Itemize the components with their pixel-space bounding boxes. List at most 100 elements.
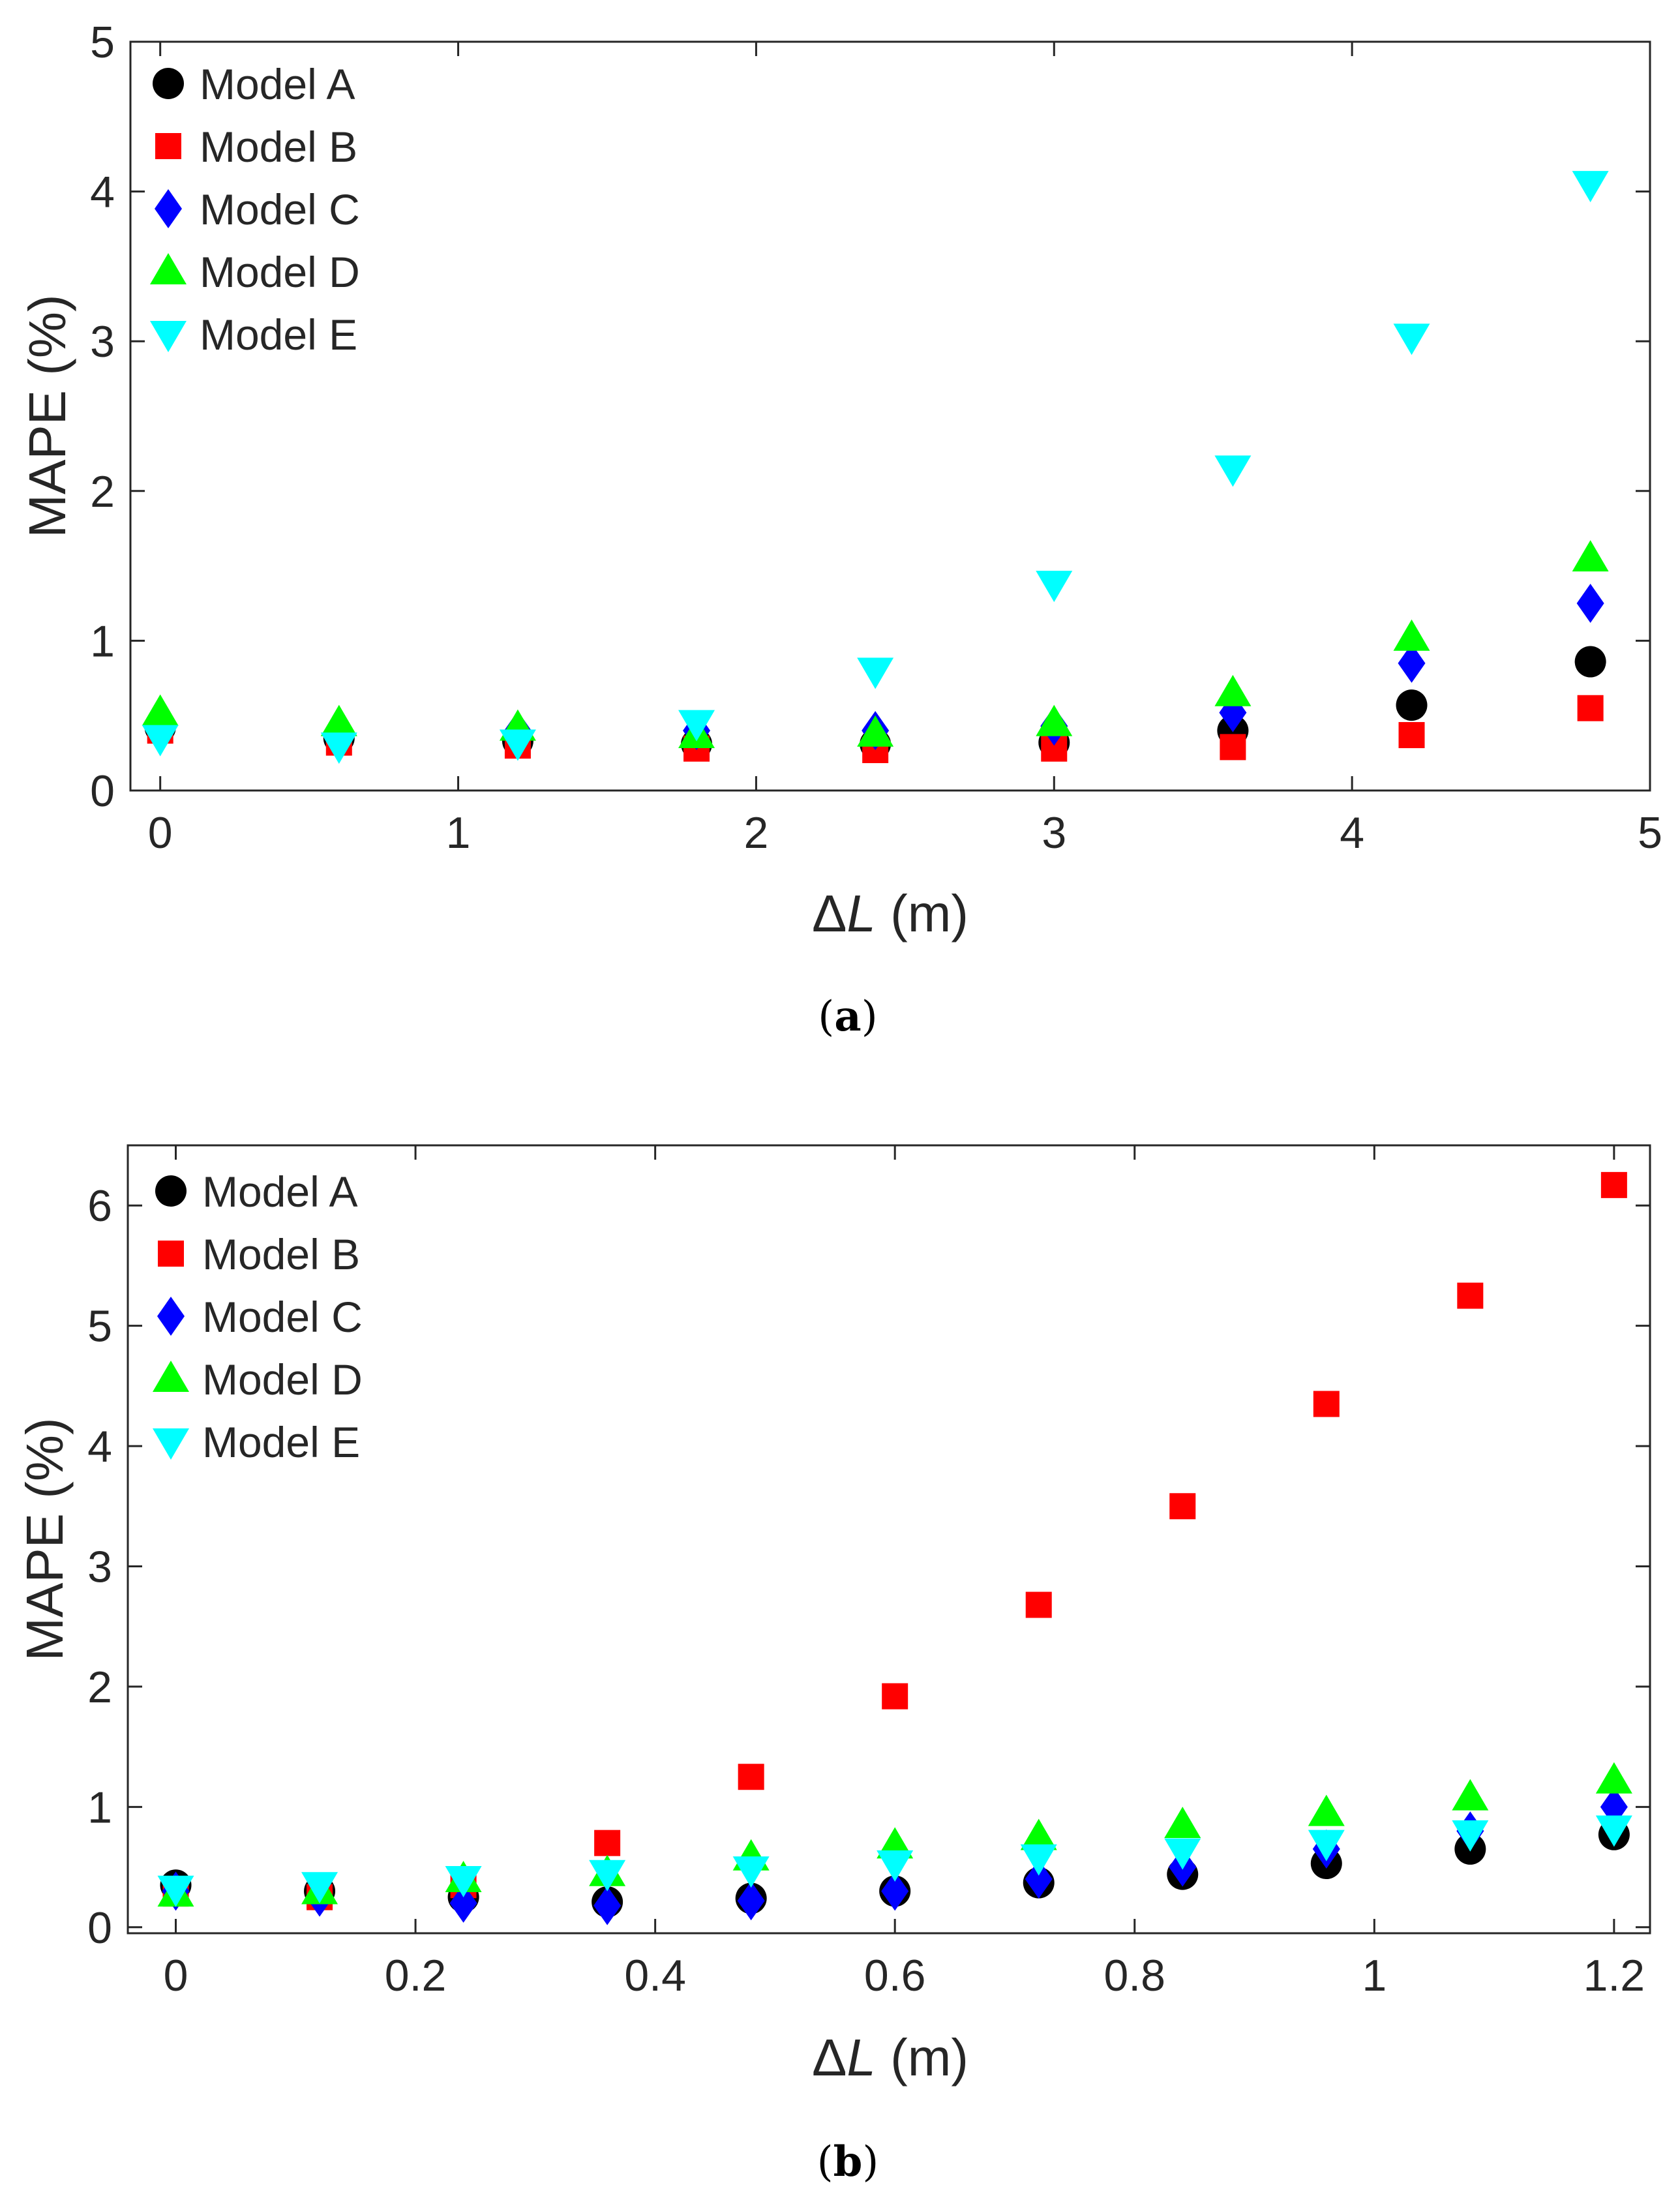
legend-label-model-d: Model D: [202, 1355, 363, 1404]
plot-area-a: [129, 40, 1651, 792]
panel-label-a: (a): [818, 992, 877, 1041]
model-c-point: [1576, 584, 1604, 623]
legend-marker-model-a: [153, 68, 184, 99]
model-b-point: [1025, 1591, 1052, 1618]
x-axis-label-a: ΔL (m): [812, 884, 968, 942]
legend-label-model-b: Model B: [200, 123, 357, 171]
y-tick-label: 3: [87, 1542, 112, 1591]
y-tick-label: 4: [90, 168, 115, 217]
x-tick-label: 5: [1638, 808, 1662, 858]
model-d-point: [1595, 1762, 1632, 1794]
y-tick-label: 2: [87, 1663, 112, 1712]
model-d-point: [1572, 540, 1609, 572]
y-tick-label: 0: [90, 766, 115, 816]
x-tick-label: 0.2: [385, 1951, 447, 2000]
model-e-point: [1020, 1844, 1057, 1876]
x-tick-label: 0: [148, 808, 173, 858]
model-b-point: [882, 1683, 908, 1710]
model-e-point: [320, 732, 357, 764]
plot-area-b: [127, 1144, 1651, 1935]
legend-marker-model-c: [155, 189, 182, 228]
model-d-point: [142, 694, 179, 726]
legend-label-model-e: Model E: [200, 310, 357, 359]
model-c-point: [1398, 643, 1426, 683]
model-d-point: [1214, 674, 1252, 706]
model-d-point: [320, 704, 357, 736]
x-tick-label: 1: [1362, 1951, 1387, 2000]
legend-label-model-a: Model A: [200, 60, 355, 108]
model-b-point: [1220, 734, 1246, 761]
x-tick-label: 0: [164, 1951, 188, 2000]
model-b-point: [1313, 1391, 1340, 1417]
legend-label-model-c: Model C: [200, 185, 360, 234]
model-e-point: [1214, 455, 1252, 487]
model-c-point: [1025, 1860, 1053, 1899]
x-tick-label: 1: [446, 808, 471, 858]
model-a-point: [1574, 646, 1606, 678]
model-e-point: [732, 1856, 770, 1888]
model-e-point: [301, 1872, 338, 1904]
legend-label-model-d: Model D: [200, 248, 360, 296]
model-d-point: [1036, 704, 1073, 736]
model-c-point: [881, 1871, 909, 1911]
model-b-point: [1600, 1171, 1627, 1198]
legend-marker-model-b: [158, 1241, 184, 1267]
model-b-point: [1398, 722, 1425, 749]
model-e-point: [1572, 171, 1609, 203]
panel-b: 0 1 2 3 4 5 6 0 0.2 0.4 0.6 0.8 1 1.2 Model A Model B…: [16, 1144, 1651, 2186]
y-tick-label: 4: [87, 1422, 112, 1471]
y-tick-label: 6: [87, 1181, 112, 1231]
model-c-point: [449, 1883, 477, 1923]
x-tick-label: 0.6: [864, 1951, 926, 2000]
model-e-point: [877, 1850, 914, 1882]
legend-marker-model-e: [153, 1428, 189, 1460]
x-axis-ticks-b: 0 0.2 0.4 0.6 0.8 1 1.2: [164, 1145, 1645, 2000]
legend-label-model-b: Model B: [202, 1230, 360, 1278]
legend-marker-model-b: [155, 133, 181, 159]
model-e-point: [678, 710, 715, 742]
model-b-point: [1169, 1493, 1196, 1520]
y-tick-label: 2: [90, 467, 115, 517]
model-c-point: [593, 1886, 622, 1925]
legend-marker-model-c: [157, 1297, 185, 1336]
x-tick-label: 1.2: [1583, 1951, 1645, 2000]
model-b-point: [594, 1830, 621, 1856]
model-d-point: [1164, 1807, 1201, 1839]
model-e-point: [1452, 1820, 1489, 1852]
model-e-point: [1036, 571, 1073, 603]
x-tick-label: 0.4: [624, 1951, 686, 2000]
y-tick-label: 1: [87, 1783, 112, 1832]
model-e-point: [445, 1866, 482, 1898]
y-tick-label: 5: [87, 1302, 112, 1351]
model-a-point: [1396, 689, 1428, 721]
model-d-point: [857, 715, 894, 747]
model-e-point: [589, 1860, 626, 1891]
model-e-point: [499, 729, 536, 761]
x-tick-label: 0.8: [1103, 1951, 1165, 2000]
legend-marker-model-d: [153, 1361, 189, 1392]
y-tick-label: 3: [90, 317, 115, 367]
y-tick-label: 5: [90, 18, 115, 67]
y-axis-ticks-b: 0 1 2 3 4 5 6: [87, 1181, 1650, 1953]
data-points-a: [142, 171, 1609, 764]
legend-label-model-c: Model C: [202, 1293, 363, 1341]
legend-marker-model-a: [155, 1175, 187, 1207]
x-tick-label: 4: [1340, 808, 1364, 858]
y-tick-label: 0: [87, 1903, 112, 1953]
x-tick-label: 3: [1042, 808, 1066, 858]
model-e-point: [857, 657, 894, 689]
model-b-point: [738, 1764, 764, 1790]
y-tick-label: 1: [90, 616, 115, 666]
model-b-point: [1457, 1282, 1484, 1309]
x-axis-label-b: ΔL (m): [812, 2028, 968, 2087]
model-c-point: [737, 1881, 765, 1921]
legend-marker-model-e: [150, 321, 187, 352]
panel-label-b: (b): [817, 2137, 879, 2186]
y-axis-label-a: MAPE (%): [18, 294, 76, 537]
data-points-b: [157, 1171, 1632, 1925]
y-axis-ticks-a: 0 1 2 3 4 5: [90, 18, 1650, 816]
model-e-point: [1308, 1830, 1345, 1861]
panel-a: 0 1 2 3 4 5 0 1 2 3 4 5 Model A Model B Model C Model…: [18, 18, 1662, 1041]
x-tick-label: 2: [743, 808, 768, 858]
